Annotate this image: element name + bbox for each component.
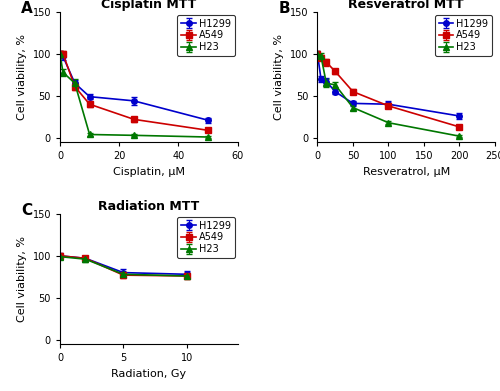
Legend: H1299, A549, H23: H1299, A549, H23 [178,14,234,56]
X-axis label: Radiation, Gy: Radiation, Gy [111,369,186,378]
X-axis label: Cisplatin, μM: Cisplatin, μM [113,167,185,177]
Title: Cisplatin MTT: Cisplatin MTT [101,0,196,11]
Text: C: C [21,203,32,218]
X-axis label: Resveratrol, μM: Resveratrol, μM [362,167,450,177]
Y-axis label: Cell viability, %: Cell viability, % [274,34,284,120]
Text: A: A [21,1,32,16]
Y-axis label: Cell viability, %: Cell viability, % [17,34,27,120]
Text: B: B [278,1,290,16]
Title: Radiation MTT: Radiation MTT [98,199,200,213]
Y-axis label: Cell viability, %: Cell viability, % [17,236,27,322]
Title: Resveratrol MTT: Resveratrol MTT [348,0,464,11]
Legend: H1299, A549, H23: H1299, A549, H23 [178,217,234,258]
Legend: H1299, A549, H23: H1299, A549, H23 [435,14,492,56]
